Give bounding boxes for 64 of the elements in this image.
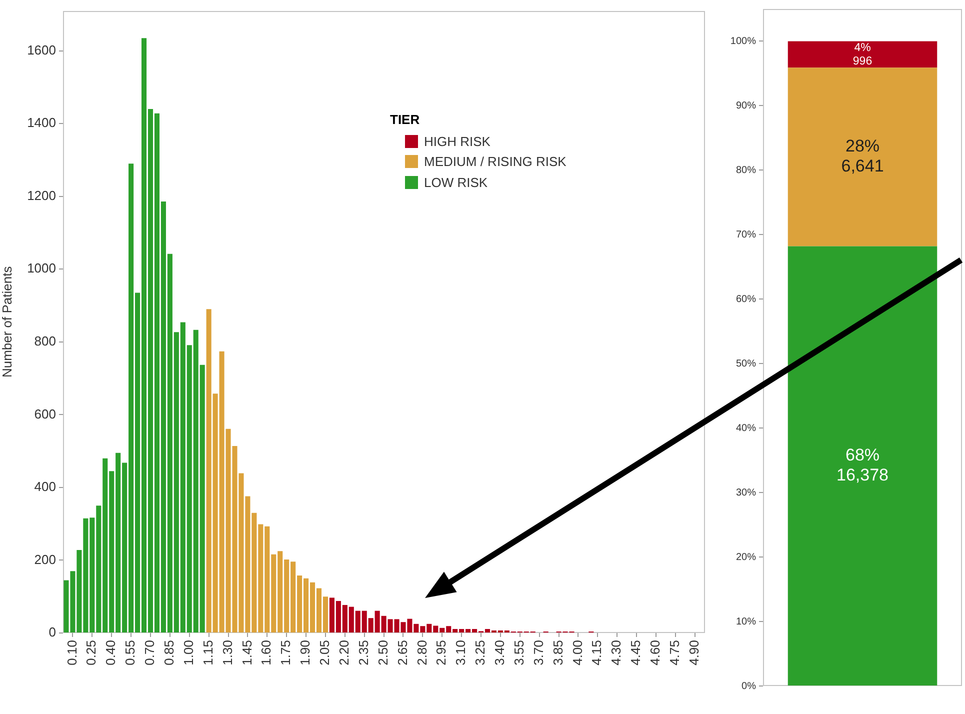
x-tick-label: 0.55	[122, 640, 138, 666]
y-tick-label: 70%	[736, 229, 756, 240]
x-tick-label: 0.10	[64, 640, 80, 666]
legend-label: LOW RISK	[424, 174, 488, 190]
y-tick-label: 600	[34, 406, 56, 422]
legend-title: TIER	[390, 112, 421, 127]
x-tick-label: 4.30	[608, 640, 624, 666]
x-tick-label: 3.70	[530, 640, 546, 666]
y-tick-label: 10%	[736, 616, 756, 628]
y-tick-label: 1400	[27, 115, 56, 130]
y-tick-label: 80%	[736, 164, 756, 176]
x-tick-label: 2.65	[394, 640, 410, 666]
legend-label: MEDIUM / RISING RISK	[424, 154, 566, 170]
x-tick-label: 4.90	[686, 640, 702, 666]
x-tick-label: 1.30	[220, 640, 235, 666]
x-tick-label: 1.60	[258, 640, 274, 666]
y-tick-label: 50%	[736, 358, 756, 370]
x-tick-label: 2.50	[375, 640, 390, 666]
x-tick-label: 1.00	[180, 640, 196, 666]
data-label: 4% 996	[852, 42, 872, 68]
y-tick-label: 200	[34, 552, 56, 567]
y-tick-label: 20%	[736, 552, 756, 563]
y-axis-title: Number of Patients	[0, 266, 14, 378]
x-tick-label: 4.45	[628, 640, 644, 666]
y-tick-label: 30%	[736, 487, 756, 498]
y-tick-label: 1000	[27, 260, 56, 276]
x-tick-label: 0.25	[84, 640, 99, 666]
x-tick-label: 0.70	[142, 640, 158, 666]
bar	[788, 41, 938, 68]
y-tick-label: 0%	[742, 680, 756, 692]
bar	[788, 68, 938, 246]
x-tick-label: 1.45	[239, 640, 254, 666]
y-tick-label: 400	[34, 479, 56, 494]
x-tick-label: 4.15	[589, 640, 604, 666]
y-tick-label: 1200	[27, 188, 56, 203]
x-tick-label: 1.15	[200, 640, 216, 666]
x-tick-label: 4.75	[667, 640, 682, 666]
x-tick-label: 2.80	[414, 640, 430, 666]
legend-label: HIGH RISK	[424, 134, 490, 149]
x-tick-label: 4.00	[570, 640, 585, 666]
x-tick-label: 3.25	[472, 640, 488, 666]
x-tick-label: 0.40	[103, 640, 118, 666]
data-label: 28% 6,641	[841, 136, 884, 176]
bar	[788, 246, 938, 686]
x-tick-label: 3.85	[550, 640, 566, 666]
y-tick-label: 800	[34, 333, 56, 348]
y-tick-label: 100%	[730, 36, 756, 47]
y-tick-label: 0	[48, 624, 56, 640]
x-tick-label: 4.60	[648, 640, 663, 666]
y-tick-label: 1600	[27, 42, 56, 58]
y-tick-label: 90%	[736, 100, 756, 112]
x-tick-label: 3.10	[453, 640, 468, 666]
x-tick-label: 2.20	[336, 640, 352, 666]
data-label: 68% 16,378	[836, 446, 888, 485]
x-tick-label: 2.05	[317, 640, 332, 666]
x-tick-label: 1.90	[298, 640, 313, 666]
x-tick-label: 1.75	[278, 640, 294, 666]
y-tick-label: 40%	[736, 422, 756, 434]
x-tick-label: 3.40	[492, 640, 508, 666]
y-tick-label: 60%	[736, 294, 756, 305]
x-tick-label: 2.35	[356, 640, 371, 666]
x-tick-label: 3.55	[511, 640, 526, 666]
x-tick-label: 2.95	[434, 640, 449, 666]
x-tick-label: 0.85	[162, 640, 177, 666]
